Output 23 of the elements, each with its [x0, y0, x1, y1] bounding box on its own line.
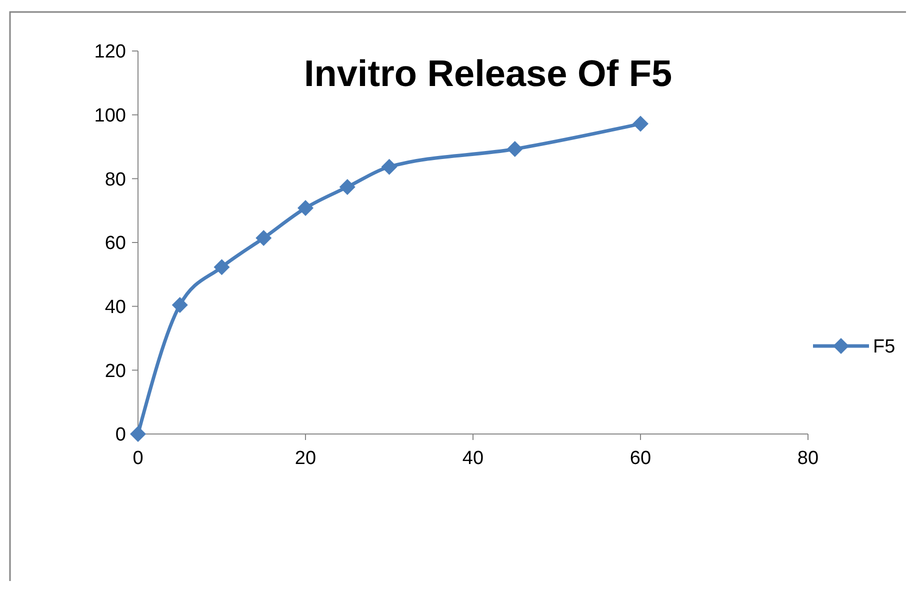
x-tick-label: 20: [294, 448, 316, 469]
point: [298, 200, 314, 216]
chart-title: Invitro Release Of F5: [304, 53, 672, 94]
y-tick-label: 60: [104, 233, 126, 254]
y-tick-label: 80: [104, 169, 126, 190]
point: [339, 178, 356, 195]
x-tick-label: 80: [797, 448, 819, 469]
point: [172, 297, 188, 314]
legend-label: F5: [873, 336, 896, 358]
point: [632, 116, 648, 132]
point: [130, 426, 146, 442]
point: [214, 259, 230, 276]
point: [506, 140, 523, 157]
x-tick-label: 40: [462, 448, 484, 469]
point: [381, 158, 398, 175]
y-tick-label: 100: [94, 105, 126, 126]
y-tick-label: 20: [104, 360, 126, 382]
point: [256, 230, 272, 246]
y-tick-label: 40: [104, 296, 126, 318]
y-tick-label: 0: [115, 424, 126, 446]
x-tick-label: 0: [132, 448, 144, 469]
y-tick-label: 120: [94, 42, 126, 63]
x-tick-label: 60: [630, 448, 652, 469]
